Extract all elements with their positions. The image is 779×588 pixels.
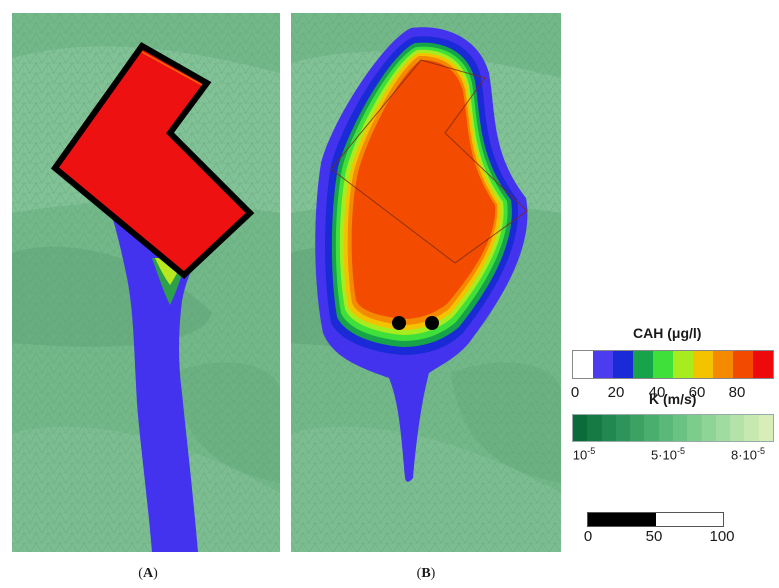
source-zone-outline [330, 59, 528, 264]
cah-tick-label: 80 [728, 384, 746, 401]
panel-a-plot [12, 13, 280, 552]
scale-bar-segment [655, 513, 723, 526]
k-tick-exponent: -5 [587, 446, 596, 456]
scale-tick-label: 100 [709, 528, 735, 545]
k-legend-title: K (m/s) [649, 391, 697, 407]
plume-core-red-orange [351, 59, 496, 320]
k-color-swatch [573, 415, 588, 441]
cah-color-swatch [713, 351, 733, 378]
scale-tick-label: 50 [645, 528, 663, 545]
k-color-swatch [658, 415, 673, 441]
caption-letter: A [142, 566, 154, 581]
scale-bar-segment [588, 513, 656, 526]
extraction-well-2 [425, 316, 439, 330]
caption-open-paren: ( [416, 566, 422, 581]
k-color-swatch [730, 415, 745, 441]
extraction-well-1 [392, 316, 406, 330]
scale-bar [587, 512, 724, 527]
k-tick-label: 5·10-5 [651, 446, 685, 462]
panel-b-model-view [291, 13, 561, 552]
k-tick-exponent: -5 [677, 446, 686, 456]
source-zone-edge-glow [141, 51, 203, 86]
cah-legend-title: CAH (μg/l) [633, 325, 702, 341]
cah-color-swatch [593, 351, 613, 378]
k-color-swatch [630, 415, 645, 441]
k-tick-base: 5·10 [650, 447, 678, 463]
contamination-plume [108, 203, 230, 552]
cah-tick-label: 60 [688, 384, 706, 401]
k-color-swatch [758, 415, 773, 441]
cah-color-swatch [573, 351, 593, 378]
caption-close-paren: ) [430, 566, 436, 581]
caption-panel-a: (A) [138, 566, 157, 582]
k-color-swatch [587, 415, 602, 441]
scale-tick-label: 0 [583, 528, 593, 545]
source-zone [50, 42, 255, 280]
k-tick-label: 10-5 [573, 446, 595, 462]
k-colorbar [572, 414, 774, 442]
caption-close-paren: ) [153, 566, 158, 581]
k-color-swatch [701, 415, 716, 441]
caption-panel-b: (B) [417, 566, 436, 582]
caption-open-paren: ( [138, 566, 143, 581]
cah-color-swatch [673, 351, 693, 378]
cah-color-swatch [653, 351, 673, 378]
k-color-swatch [601, 415, 616, 441]
panel-a-model-view [12, 13, 280, 552]
cah-color-swatch [753, 351, 773, 378]
k-color-swatch [744, 415, 759, 441]
cah-tick-label: 0 [570, 384, 580, 401]
k-color-swatch [644, 415, 659, 441]
k-tick-base: 8·10 [730, 447, 758, 463]
cah-tick-label: 40 [648, 384, 666, 401]
k-tick-base: 10 [572, 447, 588, 463]
cah-color-swatch [613, 351, 633, 378]
cah-colorbar [572, 350, 774, 379]
cah-tick-label: 20 [607, 384, 625, 401]
cah-color-swatch [633, 351, 653, 378]
k-color-swatch [672, 415, 688, 441]
cah-color-swatch [733, 351, 753, 378]
caption-letter: B [421, 566, 431, 581]
cah-color-swatch [693, 351, 713, 378]
k-tick-exponent: -5 [757, 446, 766, 456]
k-color-swatch [615, 415, 631, 441]
panel-b-plot [291, 13, 561, 552]
k-color-swatch [715, 415, 731, 441]
k-tick-label: 8·10-5 [731, 446, 765, 462]
k-color-swatch [687, 415, 702, 441]
